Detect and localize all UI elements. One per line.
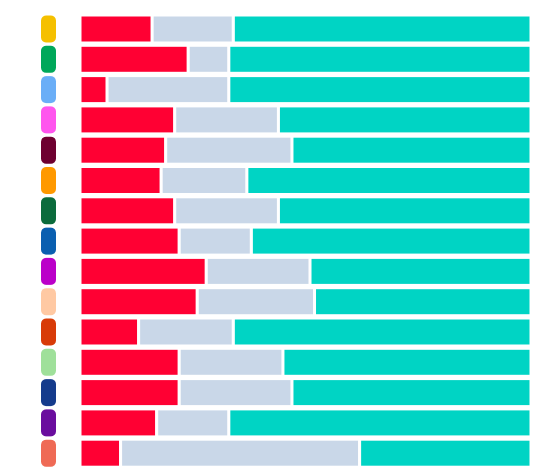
bar-segment-row-4-series-3 — [276, 104, 533, 136]
row-marker-14 — [41, 409, 56, 437]
bar-segment-row-2-series-3 — [227, 43, 533, 75]
row-marker-10 — [41, 288, 56, 316]
bar-segment-row-11-series-3 — [231, 316, 533, 348]
bar-segment-row-8-series-1 — [78, 225, 181, 257]
bar-segment-row-13-series-2 — [177, 377, 294, 409]
bar-segment-row-11-series-1 — [78, 316, 141, 348]
bar-segment-row-3-series-2 — [105, 74, 231, 106]
bar-segment-row-2-series-1 — [78, 43, 190, 75]
bar-segment-row-7-series-1 — [78, 195, 177, 227]
row-marker-7 — [41, 197, 56, 225]
bar-segment-row-9-series-1 — [78, 255, 208, 287]
bar-segment-row-7-series-2 — [173, 195, 280, 227]
bar-segment-row-1-series-3 — [231, 13, 533, 45]
bar-segment-row-14-series-1 — [78, 407, 159, 439]
row-marker-13 — [41, 379, 56, 407]
bar-segment-row-10-series-2 — [195, 286, 317, 318]
bar-segment-row-11-series-2 — [137, 316, 235, 348]
bar-segment-row-14-series-3 — [227, 407, 533, 439]
bar-segment-row-5-series-1 — [78, 134, 168, 166]
bar-segment-row-15-series-3 — [358, 437, 533, 469]
row-marker-6 — [41, 167, 56, 194]
bar-group — [78, 13, 533, 469]
bar-segment-row-4-series-1 — [78, 104, 177, 136]
row-marker-3 — [41, 76, 56, 104]
row-marker-4 — [41, 106, 56, 134]
bar-segment-row-4-series-2 — [173, 104, 280, 136]
bar-segment-row-14-series-2 — [155, 407, 231, 439]
bar-segment-row-12-series-1 — [78, 346, 181, 378]
bar-segment-row-3-series-3 — [227, 74, 533, 106]
bar-segment-row-1-series-1 — [78, 13, 154, 45]
bar-segment-row-6-series-2 — [159, 165, 249, 196]
bar-segment-row-1-series-2 — [150, 13, 235, 45]
bar-segment-row-5-series-2 — [164, 134, 294, 166]
bar-segment-row-6-series-1 — [78, 165, 163, 196]
row-marker-8 — [41, 227, 56, 255]
bar-segment-row-8-series-2 — [177, 225, 253, 257]
bar-segment-row-15-series-1 — [78, 437, 123, 469]
row-marker-9 — [41, 257, 56, 285]
row-marker-group — [41, 15, 56, 467]
bar-segment-row-3-series-1 — [78, 74, 109, 106]
row-marker-12 — [41, 348, 56, 376]
bar-segment-row-13-series-1 — [78, 377, 181, 409]
row-marker-5 — [41, 136, 56, 164]
row-marker-15 — [41, 439, 56, 467]
bar-segment-row-6-series-3 — [245, 165, 533, 196]
bar-segment-row-13-series-3 — [290, 377, 533, 409]
row-marker-2 — [41, 45, 56, 73]
bar-segment-row-10-series-1 — [78, 286, 199, 318]
row-marker-11 — [41, 318, 56, 346]
bar-segment-row-7-series-3 — [276, 195, 533, 227]
row-marker-1 — [41, 15, 56, 43]
bar-segment-row-2-series-2 — [186, 43, 231, 75]
bar-segment-row-9-series-3 — [308, 255, 533, 287]
bar-segment-row-8-series-3 — [249, 225, 533, 257]
bar-segment-row-12-series-2 — [177, 346, 285, 378]
bar-segment-row-15-series-2 — [119, 437, 362, 469]
bar-segment-row-12-series-3 — [281, 346, 533, 378]
bar-segment-row-5-series-3 — [290, 134, 533, 166]
bar-segment-row-10-series-3 — [313, 286, 533, 318]
bar-segment-row-9-series-2 — [204, 255, 312, 287]
